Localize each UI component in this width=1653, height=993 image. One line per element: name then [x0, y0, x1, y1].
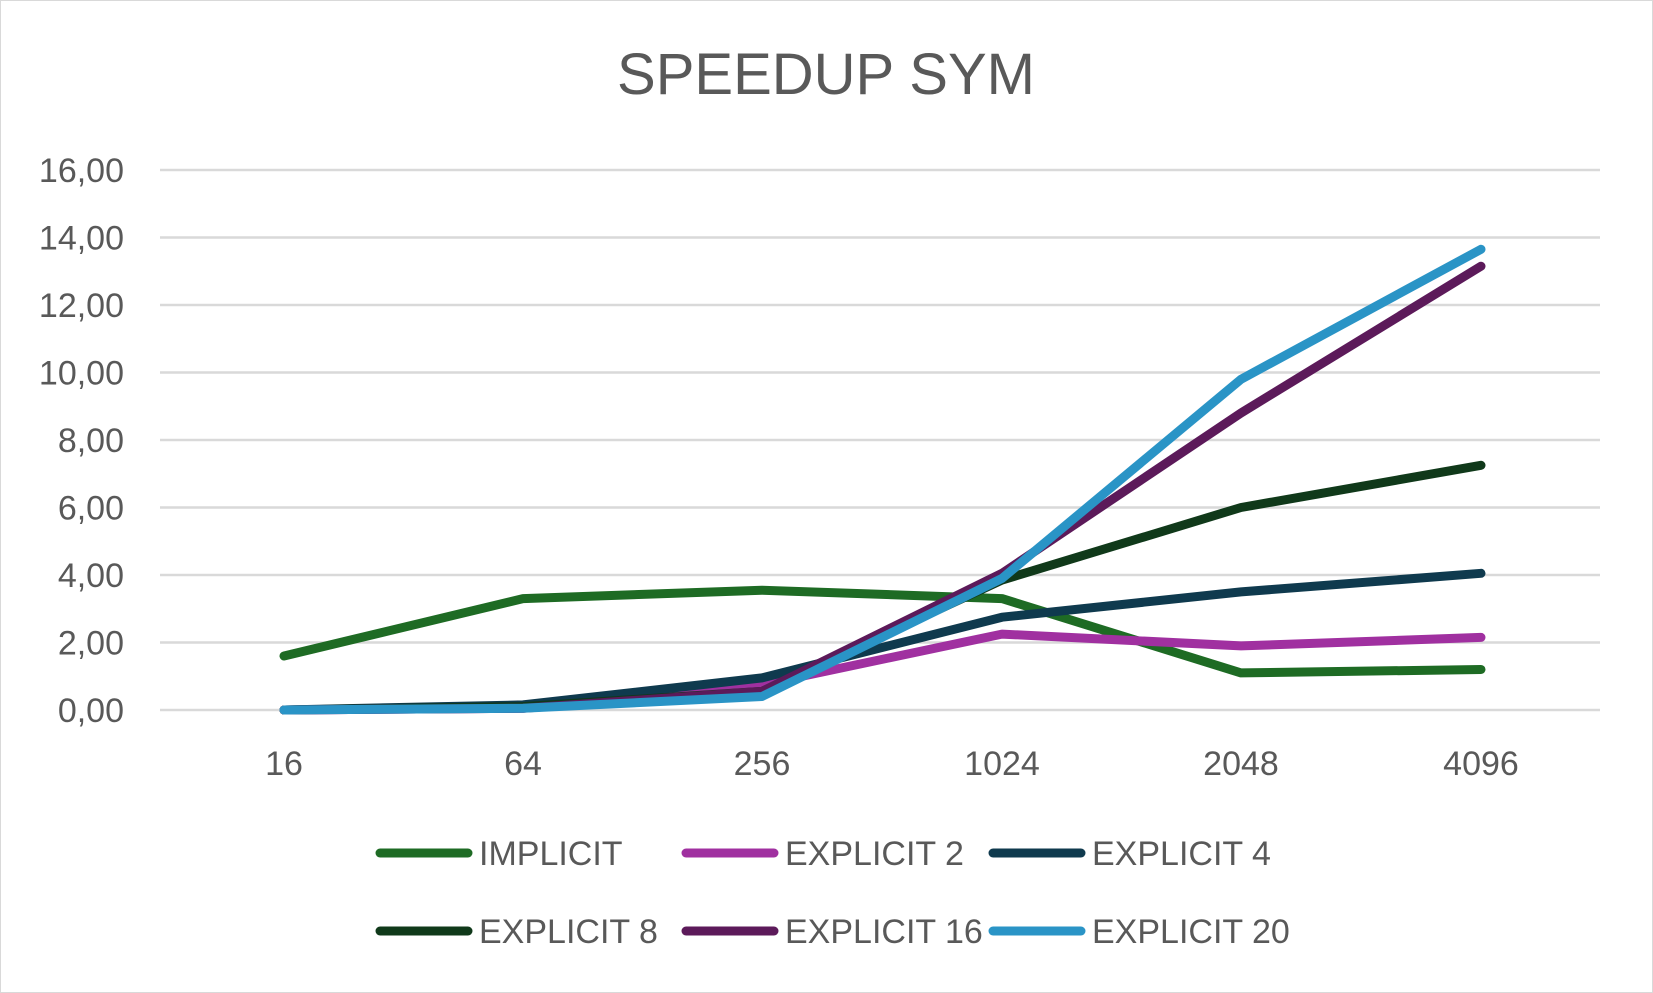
- series-line-explicit-20: [279, 244, 1486, 715]
- y-tick-label: 14,00: [39, 220, 124, 258]
- legend-label-explicit-20: EXPLICIT 20: [1092, 913, 1290, 951]
- legend-label-explicit-16: EXPLICIT 16: [785, 913, 983, 951]
- legend-label-explicit-2: EXPLICIT 2: [785, 835, 964, 873]
- y-tick-label: 8,00: [58, 422, 124, 460]
- legend-label-explicit-8: EXPLICIT 8: [479, 913, 658, 951]
- series-line-implicit: [279, 585, 1486, 678]
- y-tick-label: 12,00: [39, 287, 124, 325]
- x-tick-label: 64: [504, 745, 542, 783]
- y-tick-label: 0,00: [58, 692, 124, 730]
- legend-label-implicit: IMPLICIT: [479, 835, 623, 873]
- y-tick-label: 4,00: [58, 557, 124, 595]
- series-lines: [279, 244, 1486, 715]
- y-axis-ticks: 0,00 2,00 4,00 6,00 8,00 10,00 12,00 14,00 16,00: [39, 152, 124, 730]
- x-tick-label: 1024: [964, 745, 1040, 783]
- y-tick-label: 6,00: [58, 490, 124, 528]
- y-tick-label: 10,00: [39, 355, 124, 393]
- chart-title: SPEEDUP SYM: [617, 42, 1035, 107]
- x-tick-label: 256: [734, 745, 791, 783]
- x-tick-label: 2048: [1203, 745, 1279, 783]
- x-tick-label: 16: [265, 745, 303, 783]
- y-tick-label: 16,00: [39, 152, 124, 190]
- legend: IMPLICIT EXPLICIT 2 EXPLICIT 4 EXPLICIT 8 EX…: [375, 835, 1290, 951]
- legend-label-explicit-4: EXPLICIT 4: [1092, 835, 1271, 873]
- x-tick-label: 4096: [1443, 745, 1519, 783]
- y-tick-label: 2,00: [58, 625, 124, 663]
- x-axis-ticks: 16 64 256 1024 2048 4096: [265, 745, 1519, 783]
